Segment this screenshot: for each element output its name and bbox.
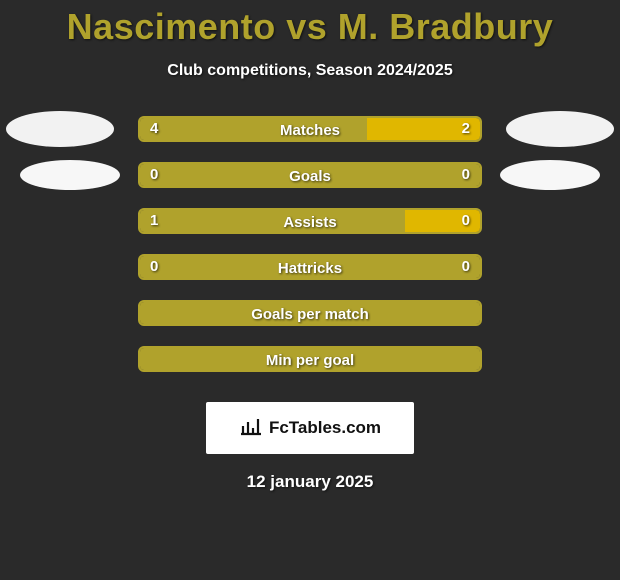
stat-row: Hattricks0 0 [0, 254, 620, 300]
brand-badge[interactable]: FcTables.com [206, 402, 414, 454]
stat-value-right: 0 [462, 162, 470, 188]
stat-value-right: 0 [462, 254, 470, 280]
player-photo-left [6, 111, 114, 147]
bar-track: Goals [138, 162, 482, 188]
bar-fill-left [140, 118, 367, 142]
stat-value-left: 1 [150, 208, 158, 234]
bar-track: Min per goal [138, 346, 482, 372]
stat-value-left: 4 [150, 116, 158, 142]
club-logo-right [500, 160, 600, 190]
club-logo-left [20, 160, 120, 190]
stat-row: Goals per match [0, 300, 620, 346]
stat-value-left: 0 [150, 162, 158, 188]
chart-area: Matches42Goals00Assists10Hattricks00Goal… [0, 116, 620, 392]
bar-track: Hattricks [138, 254, 482, 280]
stat-row: Goals0 0 [0, 162, 620, 208]
bar-track: Goals per match [138, 300, 482, 326]
subtitle: Club competitions, Season 2024/2025 [0, 62, 620, 80]
bar-fill-left [140, 164, 480, 188]
bar-chart-icon [239, 414, 263, 443]
bar-fill-left [140, 256, 480, 280]
bar-track: Matches [138, 116, 482, 142]
stat-row: Min per goal [0, 346, 620, 392]
page-title: Nascimento vs M. Bradbury [0, 0, 620, 48]
stat-value-right: 0 [462, 208, 470, 234]
bar-fill-left [140, 302, 480, 326]
date-line: 12 january 2025 [0, 472, 620, 492]
stat-value-left: 0 [150, 254, 158, 280]
bar-fill-left [140, 210, 405, 234]
comparison-card: Nascimento vs M. Bradbury Club competiti… [0, 0, 620, 580]
bar-track: Assists [138, 208, 482, 234]
stat-row: Assists1 0 [0, 208, 620, 254]
stat-value-right: 2 [462, 116, 470, 142]
brand-text: FcTables.com [269, 418, 381, 438]
player-photo-right [506, 111, 614, 147]
bar-fill-left [140, 348, 480, 372]
stat-row: Matches4 2 [0, 116, 620, 162]
